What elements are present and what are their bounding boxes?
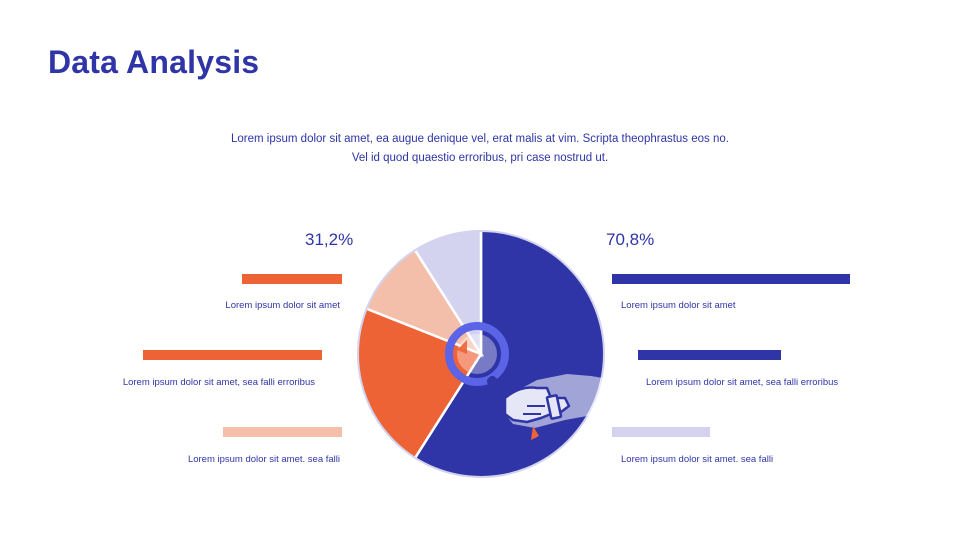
right-label-3: Lorem ipsum dolor sit amet. sea falli bbox=[621, 454, 774, 465]
right-percent: 70,8% bbox=[606, 230, 655, 249]
right-bar-3 bbox=[612, 427, 710, 437]
magnifier-icon bbox=[445, 322, 510, 399]
hand-icon bbox=[503, 374, 603, 440]
right-label-1: Lorem ipsum dolor sit amet bbox=[621, 300, 736, 311]
pie-slice-4 bbox=[412, 228, 483, 359]
right-bar-2 bbox=[638, 350, 781, 360]
right-label-2: Lorem ipsum dolor sit amet, sea falli er… bbox=[646, 377, 839, 388]
pie-chart bbox=[355, 228, 607, 480]
left-bar-2 bbox=[143, 350, 322, 360]
pie-outline bbox=[357, 230, 605, 478]
right-bar-1 bbox=[612, 274, 850, 284]
page-title: Data Analysis bbox=[48, 44, 260, 80]
left-bar-3 bbox=[223, 427, 342, 437]
left-bar-1 bbox=[242, 274, 342, 284]
left-label-3: Lorem ipsum dolor sit amet. sea falli bbox=[187, 454, 340, 465]
left-percent: 31,2% bbox=[305, 230, 354, 249]
left-label-2: Lorem ipsum dolor sit amet, sea falli er… bbox=[122, 377, 315, 388]
intro-text: Lorem ipsum dolor sit amet, ea augue den… bbox=[231, 133, 729, 164]
pie-chart-svg bbox=[355, 228, 607, 480]
left-label-1: Lorem ipsum dolor sit amet bbox=[225, 300, 340, 311]
